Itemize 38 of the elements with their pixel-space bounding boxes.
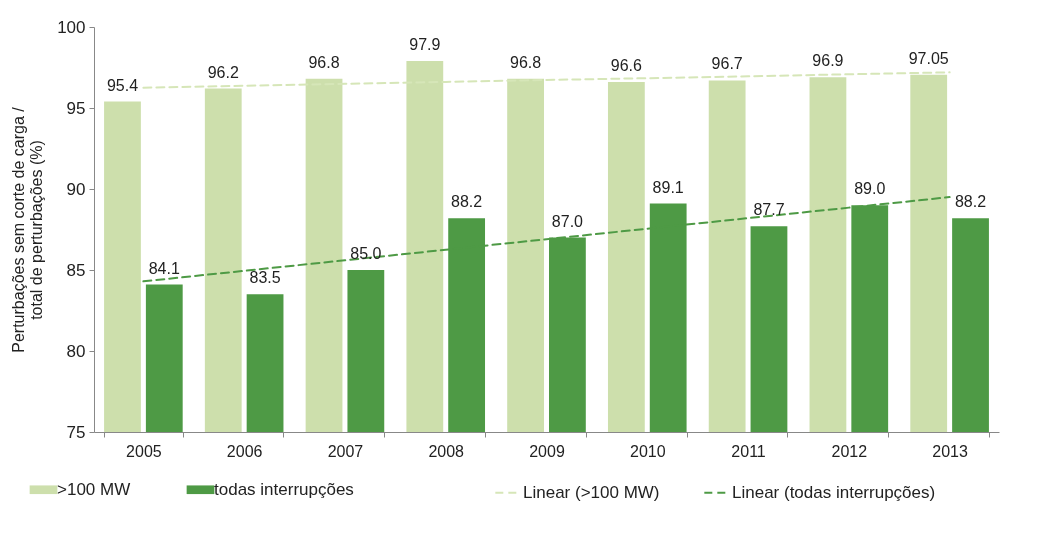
data-label: 97.05 (908, 49, 949, 67)
y-tick-label: 95 (66, 98, 86, 118)
data-label: 89.1 (652, 178, 684, 196)
legend-label: Linear (>100 MW) (523, 482, 660, 502)
data-label: 88.2 (451, 193, 483, 211)
data-label: 96.9 (812, 52, 844, 70)
data-label: 83.5 (249, 269, 281, 287)
y-tick-label: 85 (66, 260, 86, 280)
y-axis-title: Perturbações sem corte de carga / total de perturbações (%) (10, 106, 46, 353)
legend-label: Linear (todas interrupções) (732, 482, 936, 502)
data-label: 96.8 (308, 53, 340, 71)
y-tick-label: 75 (66, 422, 86, 442)
x-tick-label: 2007 (327, 442, 364, 460)
x-tick-label: 2010 (629, 442, 666, 460)
data-label: 97.9 (409, 36, 441, 54)
x-tick-label: 2012 (831, 442, 868, 460)
data-label: 96.7 (711, 55, 743, 73)
data-label: 96.6 (610, 57, 643, 75)
data-label: 88.2 (954, 193, 987, 211)
x-tick-label: 2009 (529, 442, 565, 460)
data-label: 96.2 (207, 63, 239, 81)
x-tick-label: 2006 (226, 442, 263, 460)
data-label: 89.0 (854, 180, 886, 198)
legend-label: todas interrupções (214, 479, 354, 499)
y-tick-label: 80 (66, 341, 86, 361)
x-tick-label: 2013 (932, 442, 969, 460)
x-tick-label: 2008 (428, 442, 465, 460)
data-label: 87.0 (551, 212, 584, 230)
data-label: 87.7 (753, 201, 785, 219)
data-label: 85.0 (350, 245, 382, 262)
data-label: 95.4 (106, 76, 139, 94)
data-label: 96.8 (510, 53, 542, 71)
x-tick-label: 2005 (126, 442, 162, 460)
y-tick-label: 100 (57, 17, 86, 37)
y-tick-label: 90 (66, 179, 86, 199)
legend-label: >100 MW (57, 479, 131, 499)
x-tick-label: 2011 (731, 442, 766, 460)
data-label: 84.1 (148, 259, 180, 277)
